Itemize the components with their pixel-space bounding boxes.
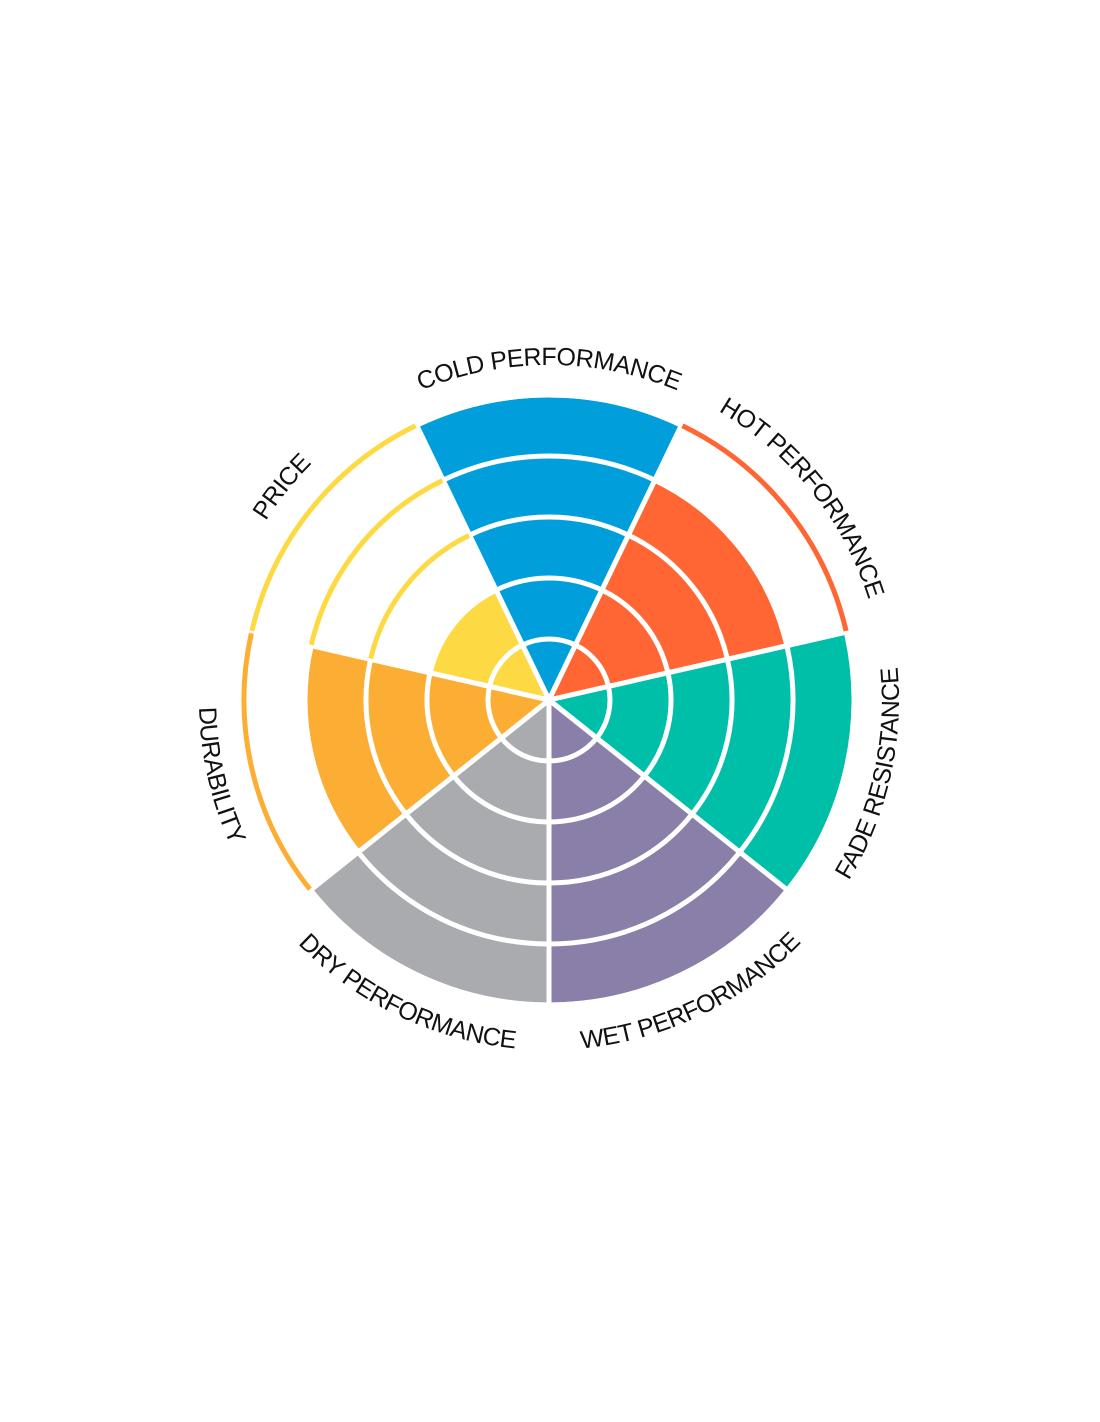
grid-ring <box>356 851 549 947</box>
grid-ring <box>495 575 603 593</box>
grid-ring <box>485 686 504 740</box>
grid-ring <box>241 632 312 891</box>
grid-ring <box>416 392 682 427</box>
grid-ring <box>487 642 524 687</box>
category-label: COLD PERFORMANCE <box>413 343 685 396</box>
grid-ring <box>594 686 613 740</box>
grid-ring <box>550 889 789 1008</box>
grid-ring <box>469 514 629 538</box>
grid-ring <box>363 659 408 816</box>
grid-ring <box>654 478 790 646</box>
category-label: DURABILITY <box>193 706 251 848</box>
category-label-text: DURABILITY <box>193 706 252 848</box>
grid-ring <box>499 736 549 764</box>
grid-ring <box>451 774 549 825</box>
grid-ring <box>738 646 796 853</box>
category-label-text: COLD PERFORMANCE <box>413 343 686 396</box>
grid-ring <box>549 736 599 764</box>
grid-ring <box>308 478 444 646</box>
grid-ring <box>549 813 694 886</box>
grid-ring <box>404 813 549 886</box>
grid-ring <box>368 533 471 660</box>
grid-ring <box>549 774 647 825</box>
grid-ring <box>786 632 857 891</box>
grid-ring <box>574 642 611 687</box>
grid-ring <box>601 588 671 673</box>
grid-ring <box>302 646 360 853</box>
grid-ring <box>642 672 674 778</box>
grid-ring <box>309 889 548 1008</box>
grid-ring <box>549 851 742 947</box>
grid-ring <box>427 588 497 673</box>
grid-ring <box>521 636 577 648</box>
grid-ring <box>424 672 456 778</box>
grid-ring <box>249 423 417 632</box>
grid-ring <box>627 533 730 660</box>
grid-ring <box>681 423 849 632</box>
grid-ring <box>442 453 656 482</box>
grid-ring <box>690 659 735 816</box>
